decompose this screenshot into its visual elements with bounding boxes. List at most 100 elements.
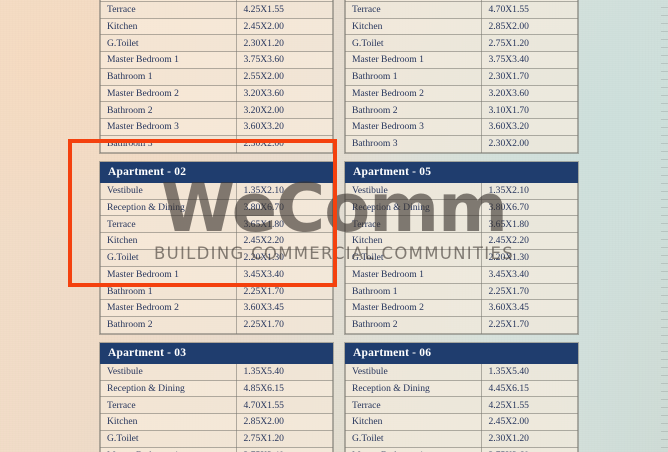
- room-name-cell: Reception & Dining: [344, 198, 483, 217]
- room-name-cell: Bathroom 1: [344, 67, 483, 86]
- room-name-cell: Master Bedroom 1: [99, 265, 238, 284]
- room-dimension-cell: 3.65X1.80: [481, 215, 578, 234]
- room-name-cell: Master Bedroom 1: [344, 51, 483, 69]
- room-name-cell: Master Bedroom 2: [99, 84, 238, 103]
- room-dimension-cell: 3.20X3.60: [236, 84, 333, 103]
- room-dimension-cell: 3.75X3.60: [236, 51, 333, 69]
- room-name-cell: Master Bedroom 1: [99, 446, 238, 452]
- room-dimension-cell: 2.30X1.20: [481, 429, 578, 448]
- room-name-cell: G.Toilet: [99, 429, 238, 448]
- room-name-cell: Reception & Dining: [99, 379, 238, 398]
- room-dimension-cell: 3.65X1.80: [236, 215, 333, 234]
- apartment-title: Apartment - 06: [345, 342, 578, 364]
- apartment-title: Apartment - 05: [345, 161, 578, 183]
- room-dimension-cell: 3.45X3.40: [236, 265, 333, 284]
- room-dimension-cell: 1.35X5.40: [236, 362, 333, 381]
- left-table-column: Reception & Dining4.45X6.15Terrace4.25X1…: [99, 0, 333, 452]
- room-name-cell: G.Toilet: [344, 34, 483, 53]
- table-row: Kitchen 2.45X2.00: [344, 413, 578, 431]
- room-dimension-cell: 2.55X2.00: [236, 67, 333, 86]
- room-name-cell: Master Bedroom 1: [344, 446, 483, 452]
- room-name-cell: Vestibule: [344, 181, 483, 200]
- table-row: Terrace 4.70X1.55: [99, 396, 333, 415]
- table-row: Vestibule 1.35X5.40: [99, 362, 333, 381]
- room-name-cell: G.Toilet: [99, 248, 238, 267]
- room-dimension-cell: 4.25X1.55: [481, 396, 578, 415]
- room-dimension-cell: 3.20X2.00: [236, 101, 333, 120]
- room-dimension-cell: 3.60X3.20: [481, 118, 578, 137]
- right-table-column: Reception & Dining4.85X6.15Terrace4.70X1…: [344, 0, 578, 452]
- room-name-cell: Terrace: [99, 396, 238, 415]
- room-dimension-cell: 3.10X1.70: [481, 101, 578, 120]
- room-dimension-cell: 2.85X2.00: [236, 413, 333, 431]
- room-dimension-cell: 2.25X1.70: [236, 316, 333, 334]
- room-name-cell: Kitchen: [99, 413, 238, 431]
- room-name-cell: G.Toilet: [344, 248, 483, 267]
- table-row: Vestibule 1.35X2.10: [344, 181, 578, 200]
- room-dimension-cell: 4.70X1.55: [236, 396, 333, 415]
- table-row: Master Bedroom 1 3.45X3.40: [344, 265, 578, 284]
- room-name-cell: Bathroom 3: [344, 135, 483, 153]
- room-name-cell: Reception & Dining: [99, 198, 238, 217]
- table-row: Terrace 3.65X1.80: [344, 215, 578, 234]
- room-dimension-cell: 2.25X1.70: [481, 316, 578, 334]
- table-row: Bathroom 3 2.30X2.00: [99, 135, 333, 153]
- room-name-cell: Master Bedroom 2: [344, 299, 483, 318]
- room-dimension-cell: 4.25X1.55: [236, 0, 333, 19]
- room-dimension-cell: 2.75X1.20: [481, 34, 578, 53]
- room-name-cell: Master Bedroom 1: [344, 265, 483, 284]
- table-row: Bathroom 1 2.55X2.00: [99, 67, 333, 86]
- room-dimension-cell: 2.45X2.00: [481, 413, 578, 431]
- room-dimension-cell: 4.85X6.15: [236, 379, 333, 398]
- apartment-schedule-table: Reception & Dining4.85X6.15Terrace4.70X1…: [344, 0, 578, 153]
- table-row: G.Toilet 2.75X1.20: [99, 429, 333, 448]
- apartment-schedule-table: Apartment - 06 Vestibule 1.35X5.40 Receptio…: [344, 342, 578, 452]
- room-dimension-cell: 1.35X2.10: [236, 181, 333, 200]
- table-row: Kitchen 2.45X2.20: [99, 232, 333, 250]
- room-name-cell: G.Toilet: [99, 34, 238, 53]
- room-name-cell: Reception & Dining: [344, 379, 483, 398]
- table-row: Master Bedroom 2 3.60X3.45: [99, 299, 333, 318]
- table-row: Reception & Dining 3.80X6.70: [344, 198, 578, 217]
- room-dimension-cell: 2.25X1.70: [236, 282, 333, 301]
- room-dimension-cell: 3.80X6.70: [236, 198, 333, 217]
- room-dimension-cell: 2.30X1.70: [481, 67, 578, 86]
- table-row: Kitchen 2.45X2.00: [99, 17, 333, 36]
- room-name-cell: G.Toilet: [344, 429, 483, 448]
- table-row: G.Toilet 2.20X1.30: [344, 248, 578, 267]
- room-name-cell: Terrace: [99, 215, 238, 234]
- apartment-schedule-table: Apartment - 05 Vestibule 1.35X2.10 Receptio…: [344, 161, 578, 334]
- table-row: G.Toilet 2.30X1.20: [99, 34, 333, 53]
- room-dimension-cell: 2.45X2.20: [236, 232, 333, 250]
- room-name-cell: Terrace: [344, 215, 483, 234]
- room-dimension-cell: 2.30X1.20: [236, 34, 333, 53]
- apartment-title: Apartment - 03: [100, 342, 333, 364]
- room-name-cell: Bathroom 1: [344, 282, 483, 301]
- room-dimension-cell: 2.45X2.00: [236, 17, 333, 36]
- room-name-cell: Bathroom 3: [99, 135, 238, 153]
- room-name-cell: Master Bedroom 1: [99, 51, 238, 69]
- table-row: Kitchen 2.85X2.00: [99, 413, 333, 431]
- table-row: Bathroom 2 3.10X1.70: [344, 101, 578, 120]
- room-name-cell: Kitchen: [344, 232, 483, 250]
- table-row: Reception & Dining 3.80X6.70: [99, 198, 333, 217]
- table-row: Bathroom 3 2.30X2.00: [344, 135, 578, 153]
- room-name-cell: Kitchen: [344, 17, 483, 36]
- table-row: G.Toilet 2.20X1.30: [99, 248, 333, 267]
- table-row: Master Bedroom 13.75X3.40: [99, 446, 333, 452]
- table-row: Bathroom 1 2.25X1.70: [99, 282, 333, 301]
- table-row: Master Bedroom 3 3.60X3.20: [344, 118, 578, 137]
- room-name-cell: Kitchen: [99, 232, 238, 250]
- apartment-schedule-table: Apartment - 03 Vestibule 1.35X5.40 Receptio…: [99, 342, 333, 452]
- apartment-schedule-table: Apartment - 02 Vestibule 1.35X2.10 Receptio…: [99, 161, 333, 334]
- room-dimension-cell: 2.30X2.00: [481, 135, 578, 153]
- room-dimension-cell: 3.60X3.20: [236, 118, 333, 137]
- apartment-schedule-table: Reception & Dining4.45X6.15Terrace4.25X1…: [99, 0, 333, 153]
- table-row: Master Bedroom 2 3.60X3.45: [344, 299, 578, 318]
